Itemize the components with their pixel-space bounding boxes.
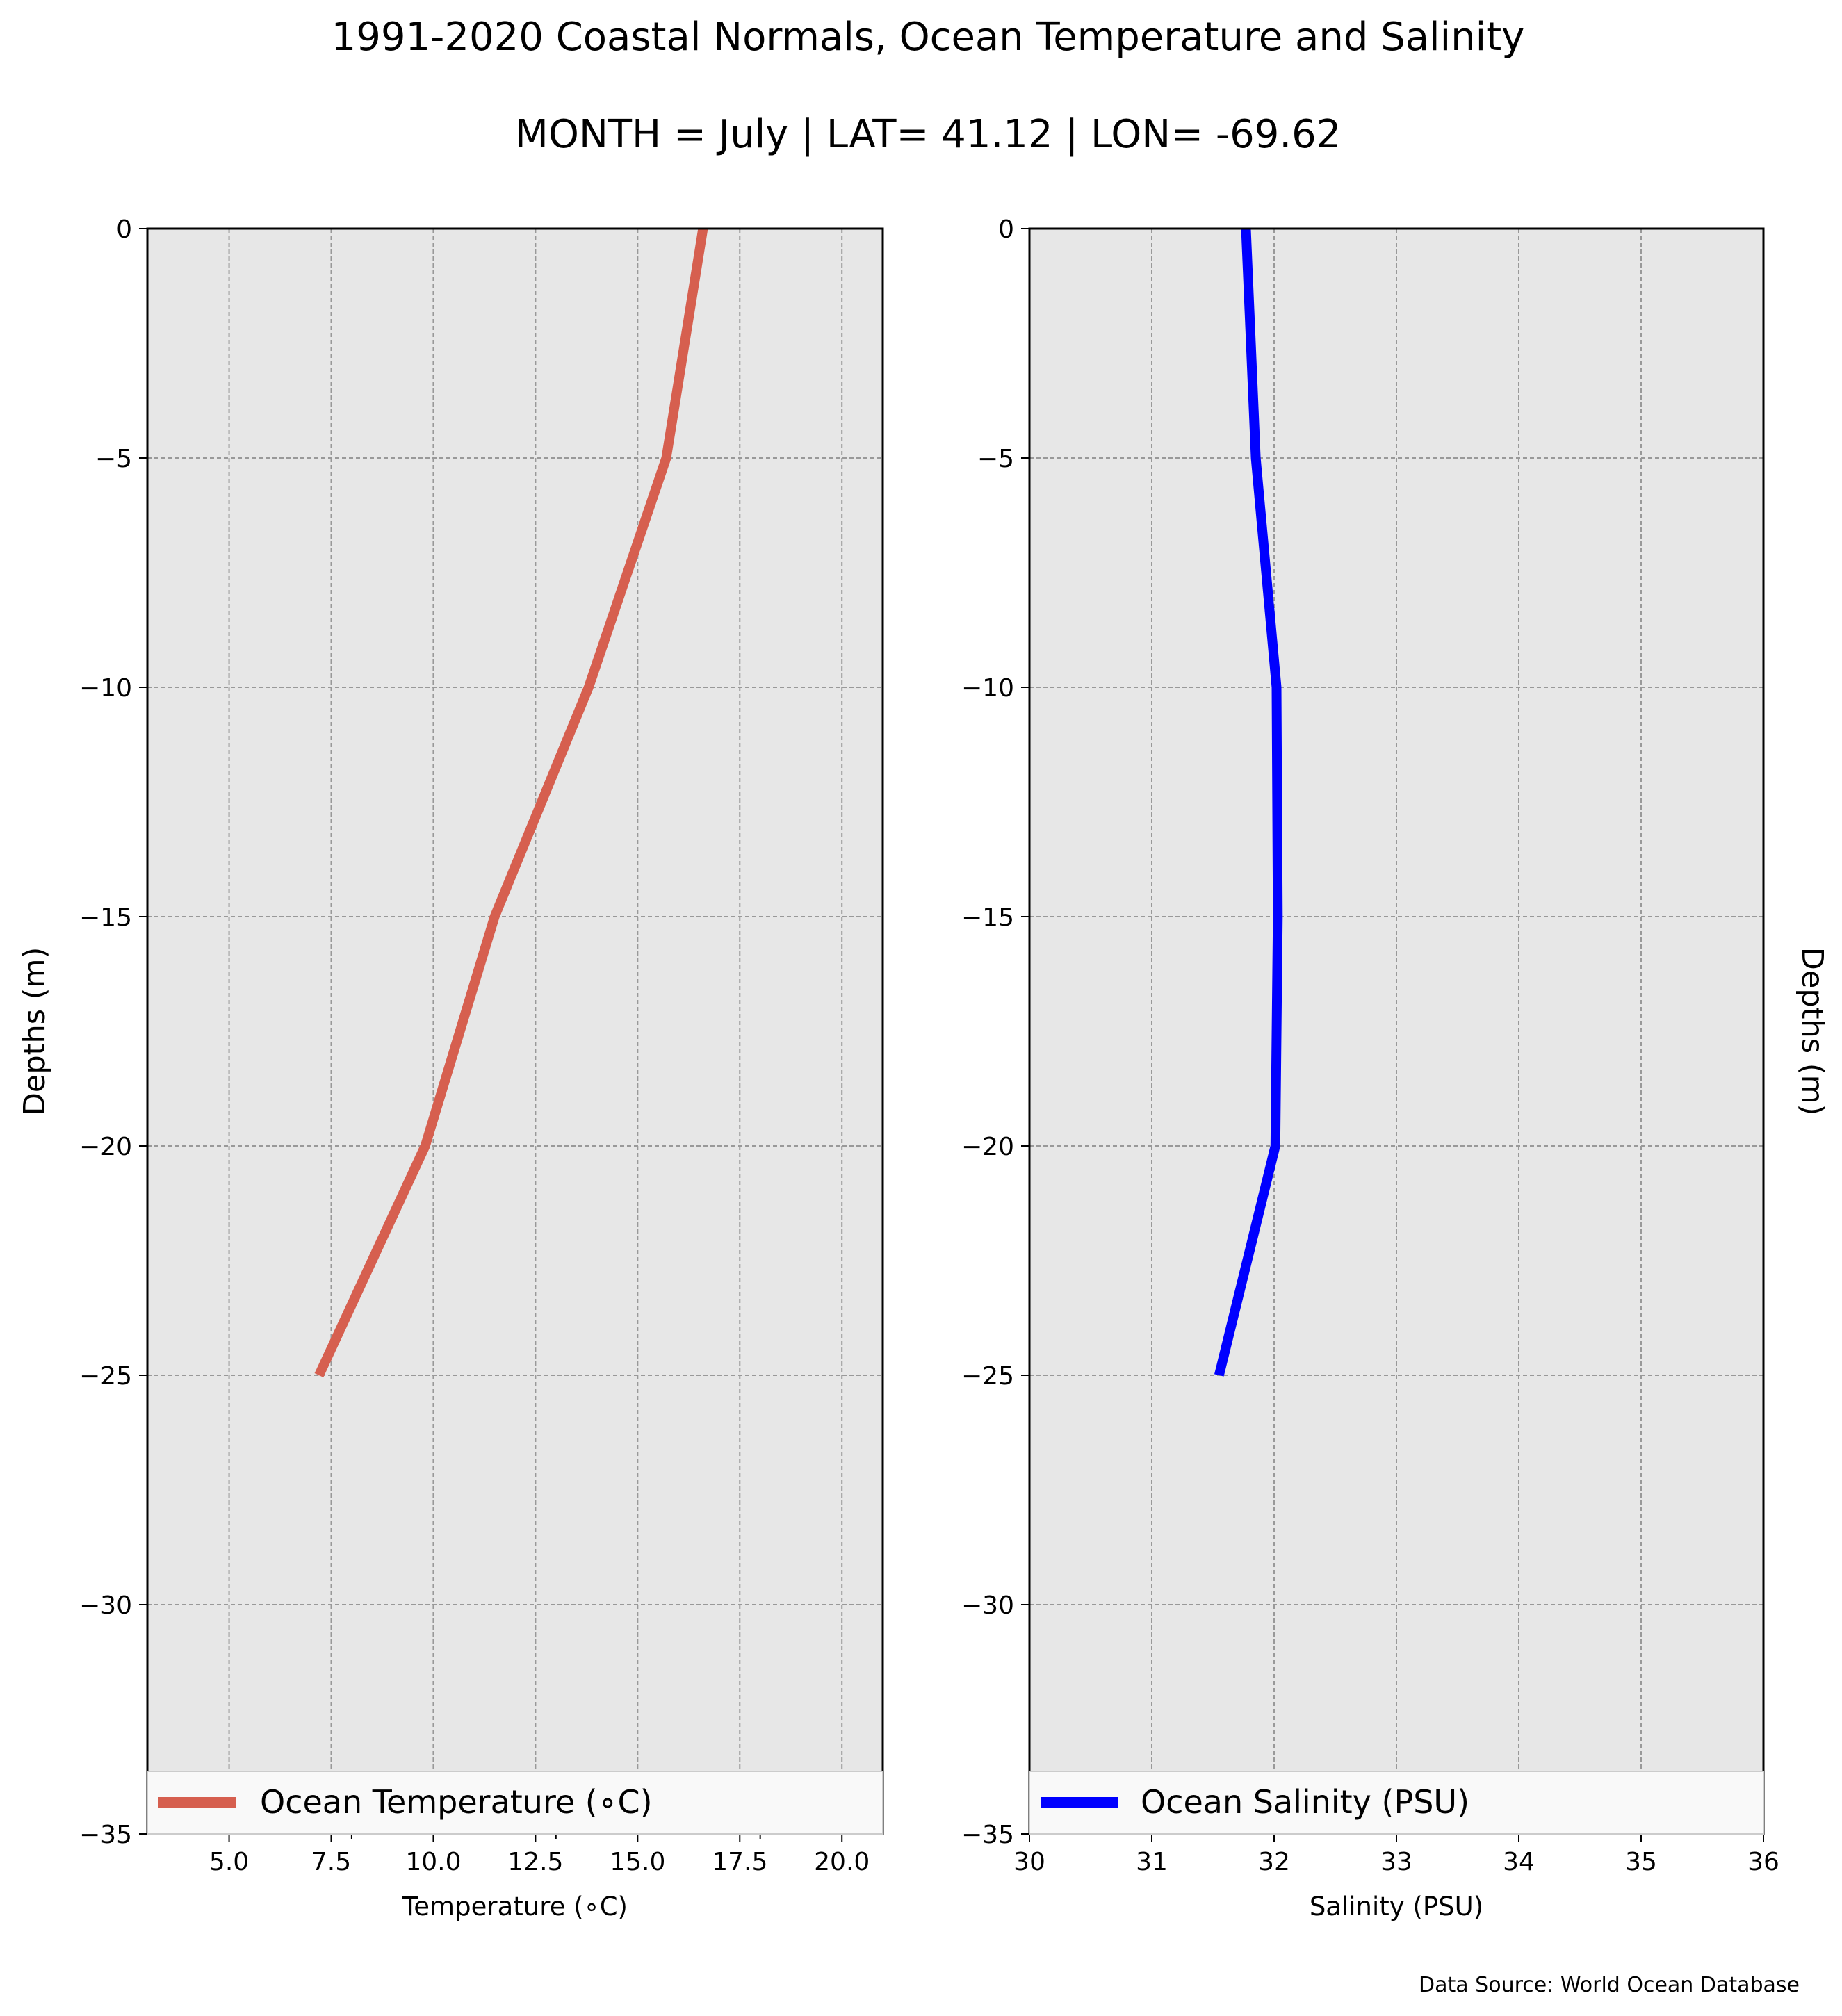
salinity-y-tick-label: −25 (961, 1362, 1014, 1391)
temperature-x-tick-label: 5.0 (209, 1848, 249, 1876)
salinity-x-tick-label: 31 (1136, 1848, 1168, 1876)
temperature-data-point (588, 687, 589, 688)
salinity-x-tick-label: 32 (1258, 1848, 1290, 1876)
temperature-y-axis-label: Depths (m) (17, 947, 52, 1115)
chart-title: 1991-2020 Coastal Normals, Ocean Tempera… (332, 15, 1525, 60)
temperature-x-ticks: 5.0 7.5 10.0 12.5 15.0 17.5 20.0 (209, 1834, 870, 1876)
temperature-panel: 5.0 7.5 10.0 12.5 15.0 17.5 20.0 0 −5 −10 −15 −20 −… (17, 215, 884, 1921)
salinity-x-tick-label: 35 (1625, 1848, 1657, 1876)
temperature-grid (147, 228, 883, 1835)
salinity-y-tick-label: −5 (977, 445, 1014, 473)
temperature-x-tick-label: 10.0 (405, 1848, 461, 1876)
salinity-y-tick-label: −10 (961, 674, 1014, 703)
salinity-y-tick-label: −30 (961, 1591, 1014, 1620)
salinity-panel: 30 31 32 33 34 35 36 0 −5 −10 −15 −20 −25 −30 −35 Oce… (961, 215, 1829, 1921)
temperature-y-tick-label: −20 (79, 1133, 132, 1161)
salinity-y-tick-label: −20 (961, 1133, 1014, 1161)
salinity-x-tick-label: 33 (1380, 1848, 1412, 1876)
temperature-y-tick-label: 0 (116, 215, 132, 244)
salinity-series-line (1214, 228, 1283, 1377)
temperature-x-tick-label: 20.0 (814, 1848, 870, 1876)
salinity-x-tick-label: 30 (1013, 1848, 1045, 1876)
temperature-legend-box (147, 1771, 883, 1835)
temperature-y-tick-label: −25 (79, 1362, 132, 1391)
temperature-legend: Ocean Temperature (∘C) (147, 1771, 883, 1835)
salinity-data-point (1255, 457, 1257, 459)
chart-subtitle: MONTH = July | LAT= 41.12 | LON= -69.62 (515, 112, 1342, 157)
salinity-legend-label: Ocean Salinity (PSU) (1141, 1783, 1469, 1821)
temperature-y-tick-label: −10 (79, 674, 132, 703)
temperature-x-tick-label: 15.0 (610, 1848, 665, 1876)
salinity-y-axis-label: Depths (m) (1795, 947, 1829, 1115)
salinity-y-tick-label: 0 (998, 215, 1014, 244)
salinity-legend: Ocean Salinity (PSU) (1029, 1771, 1764, 1835)
temperature-y-tick-label: −15 (79, 903, 132, 932)
temperature-data-point (318, 1375, 320, 1376)
temperature-y-tick-label: −5 (95, 445, 132, 473)
temperature-x-tick-label: 12.5 (507, 1848, 563, 1876)
temperature-y-tick-label: −30 (79, 1591, 132, 1620)
temperature-y-tick-label: −35 (79, 1821, 132, 1849)
temperature-y-ticks: 0 −5 −10 −15 −20 −25 −30 −35 (79, 215, 147, 1849)
salinity-y-ticks: 0 −5 −10 −15 −20 −25 −30 −35 (961, 215, 1029, 1849)
temperature-x-tick-label: 17.5 (712, 1848, 767, 1876)
temperature-x-tick-label: 7.5 (311, 1848, 351, 1876)
salinity-y-tick-label: −35 (961, 1821, 1014, 1849)
salinity-x-tick-label: 34 (1503, 1848, 1535, 1876)
salinity-x-ticks: 30 31 32 33 34 35 36 (1013, 1834, 1779, 1876)
salinity-x-axis-label: Salinity (PSU) (1310, 1892, 1483, 1921)
temperature-x-axis-label: Temperature (∘C) (402, 1892, 628, 1921)
salinity-x-tick-label: 36 (1747, 1848, 1779, 1876)
temperature-series-line (314, 227, 708, 1377)
temperature-plot-background (147, 229, 883, 1834)
data-source-note: Data Source: World Ocean Database (1419, 1973, 1800, 1997)
temperature-data-point (665, 457, 667, 459)
temperature-legend-label: Ocean Temperature (∘C) (260, 1783, 653, 1821)
salinity-data-point (1276, 687, 1278, 688)
salinity-y-tick-label: −15 (961, 903, 1014, 932)
salinity-legend-box (1029, 1771, 1764, 1835)
